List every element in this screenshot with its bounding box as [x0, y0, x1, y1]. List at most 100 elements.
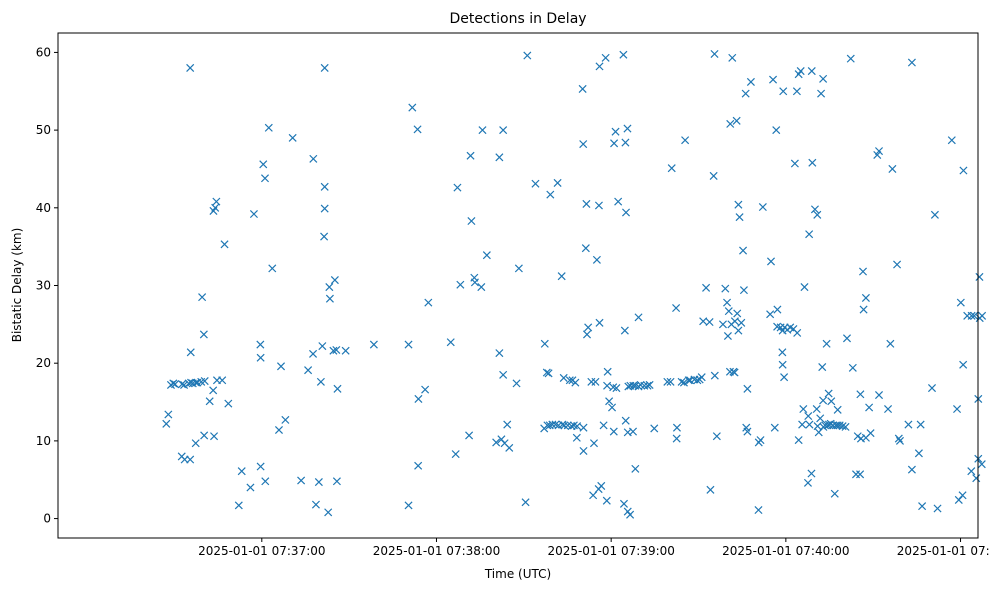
data-point-marker — [780, 373, 789, 382]
data-point-marker — [827, 397, 836, 406]
data-point-marker — [198, 293, 207, 302]
data-point-marker — [453, 183, 462, 192]
data-point-marker — [212, 197, 221, 206]
data-point-marker — [729, 367, 738, 376]
data-point-marker — [482, 251, 491, 260]
data-point-marker — [933, 504, 942, 513]
data-point-marker — [712, 432, 721, 441]
data-point-marker — [710, 49, 719, 59]
data-point-marker — [723, 298, 732, 307]
data-point-marker — [320, 204, 329, 213]
data-point-marker — [838, 422, 847, 431]
data-point-marker — [178, 380, 187, 389]
data-point-marker — [754, 506, 763, 515]
data-point-marker — [975, 272, 984, 281]
data-point-marker — [579, 446, 588, 456]
data-point-marker — [540, 339, 549, 348]
data-point-marker — [970, 311, 979, 320]
data-point-marker — [858, 267, 868, 276]
data-point-marker — [603, 381, 612, 390]
data-point-marker — [542, 368, 551, 377]
data-point-marker — [560, 421, 569, 430]
data-point-marker — [200, 377, 209, 386]
data-point-marker — [324, 508, 333, 517]
data-point-marker — [666, 377, 675, 386]
data-point-marker — [893, 260, 902, 269]
x-axis-ticks: 2025-01-01 07:37:00 2025-01-01 07:38:00 20… — [198, 538, 989, 558]
data-point-marker — [595, 318, 604, 327]
data-point-marker — [311, 500, 320, 509]
data-point-marker — [408, 103, 417, 112]
data-point-marker — [702, 283, 711, 292]
data-point-marker — [314, 478, 323, 487]
data-point-marker — [721, 284, 730, 293]
data-point-marker — [813, 210, 822, 219]
data-point-marker — [505, 443, 514, 452]
data-point-marker — [180, 380, 189, 389]
data-point-marker — [621, 138, 630, 147]
data-point-marker — [341, 346, 350, 355]
data-point-marker — [211, 203, 220, 212]
data-point-marker — [470, 278, 479, 287]
data-point-marker — [581, 244, 590, 253]
data-point-marker — [595, 62, 604, 71]
data-point-marker — [478, 126, 487, 135]
data-point-marker — [873, 150, 882, 160]
y-tick-label: 20 — [36, 356, 51, 370]
data-point-marker — [446, 338, 455, 347]
data-point-marker — [766, 310, 775, 319]
data-point-marker — [822, 339, 831, 348]
data-point-marker — [205, 397, 214, 406]
data-point-marker — [369, 340, 378, 349]
data-point-marker — [234, 501, 243, 510]
data-point-marker — [553, 178, 562, 187]
data-point-marker — [672, 304, 681, 313]
data-point-marker — [601, 53, 610, 62]
data-point-marker — [895, 436, 904, 445]
data-point-marker — [796, 67, 805, 76]
data-point-marker — [259, 160, 268, 169]
data-point-marker — [413, 125, 422, 134]
data-point-marker — [818, 363, 827, 372]
data-point-marker — [705, 317, 714, 327]
data-point-marker — [693, 376, 702, 385]
data-point-marker — [602, 496, 611, 505]
data-point-marker — [967, 311, 976, 320]
data-point-marker — [916, 420, 925, 429]
data-point-marker — [697, 373, 706, 382]
data-point-marker — [972, 474, 981, 483]
data-point-marker — [798, 420, 807, 429]
data-point-marker — [495, 153, 504, 162]
data-point-marker — [544, 369, 553, 378]
data-point-marker — [603, 367, 612, 376]
data-point-marker — [503, 420, 512, 429]
data-point-marker — [320, 182, 329, 191]
data-point-marker — [859, 305, 868, 314]
data-point-marker — [959, 360, 968, 369]
data-point-marker — [414, 461, 423, 470]
data-point-marker — [621, 416, 630, 425]
data-point-marker — [758, 203, 767, 212]
data-point-marker — [954, 495, 963, 504]
data-point-marker — [956, 298, 965, 307]
data-point-marker — [756, 436, 765, 445]
data-point-marker — [631, 464, 640, 473]
data-point-marker — [743, 384, 752, 393]
data-point-marker — [546, 190, 555, 199]
data-point-marker — [737, 318, 746, 327]
data-point-marker — [584, 323, 593, 332]
data-point-marker — [803, 478, 812, 487]
data-point-marker — [199, 330, 208, 339]
data-point-marker — [732, 116, 741, 125]
data-point-marker — [404, 501, 413, 510]
data-point-marker — [200, 431, 209, 440]
data-point-marker — [164, 410, 173, 419]
data-point-marker — [594, 201, 603, 210]
data-point-marker — [492, 438, 501, 447]
data-points — [162, 49, 987, 519]
data-point-marker — [650, 424, 659, 433]
data-point-marker — [778, 348, 787, 357]
data-point-marker — [741, 89, 750, 98]
data-point-marker — [318, 342, 327, 351]
data-point-marker — [861, 293, 870, 302]
